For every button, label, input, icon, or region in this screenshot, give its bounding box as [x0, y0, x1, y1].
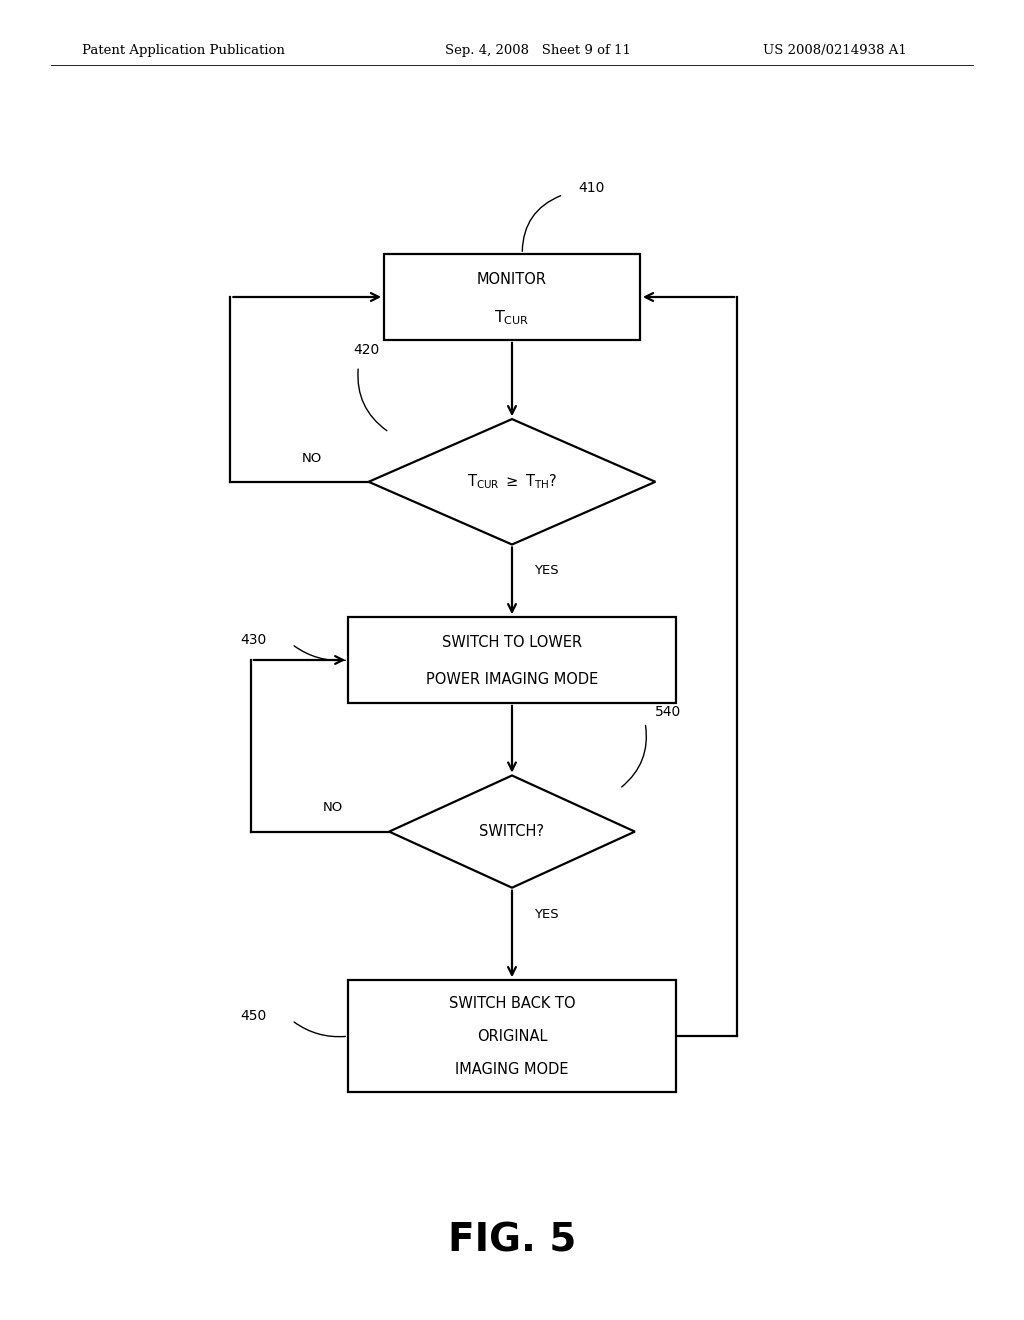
Text: SWITCH?: SWITCH? — [479, 824, 545, 840]
Text: 540: 540 — [655, 705, 682, 719]
Text: SWITCH BACK TO: SWITCH BACK TO — [449, 995, 575, 1011]
Text: Patent Application Publication: Patent Application Publication — [82, 44, 285, 57]
Text: ORIGINAL: ORIGINAL — [477, 1028, 547, 1044]
Text: T$_{\mathregular{CUR}}$: T$_{\mathregular{CUR}}$ — [495, 309, 529, 327]
Bar — [348, 979, 676, 1093]
Text: 450: 450 — [241, 1010, 267, 1023]
Bar — [384, 253, 640, 339]
Text: 410: 410 — [579, 181, 605, 195]
Text: POWER IMAGING MODE: POWER IMAGING MODE — [426, 672, 598, 688]
Polygon shape — [389, 776, 635, 887]
Text: T$_{\mathregular{CUR}}$ $\geq$ T$_{\mathregular{TH}}$?: T$_{\mathregular{CUR}}$ $\geq$ T$_{\math… — [467, 473, 557, 491]
Text: YES: YES — [535, 908, 559, 920]
Polygon shape — [369, 420, 655, 544]
Text: 430: 430 — [241, 634, 267, 647]
Bar — [348, 618, 676, 702]
Text: Sep. 4, 2008   Sheet 9 of 11: Sep. 4, 2008 Sheet 9 of 11 — [445, 44, 632, 57]
Text: MONITOR: MONITOR — [477, 272, 547, 288]
Text: NO: NO — [302, 451, 323, 465]
Text: FIG. 5: FIG. 5 — [447, 1222, 577, 1259]
Text: 420: 420 — [353, 343, 380, 358]
Text: YES: YES — [535, 565, 559, 577]
Text: NO: NO — [323, 801, 343, 814]
Text: SWITCH TO LOWER: SWITCH TO LOWER — [442, 635, 582, 651]
Text: IMAGING MODE: IMAGING MODE — [456, 1061, 568, 1077]
Text: US 2008/0214938 A1: US 2008/0214938 A1 — [763, 44, 906, 57]
